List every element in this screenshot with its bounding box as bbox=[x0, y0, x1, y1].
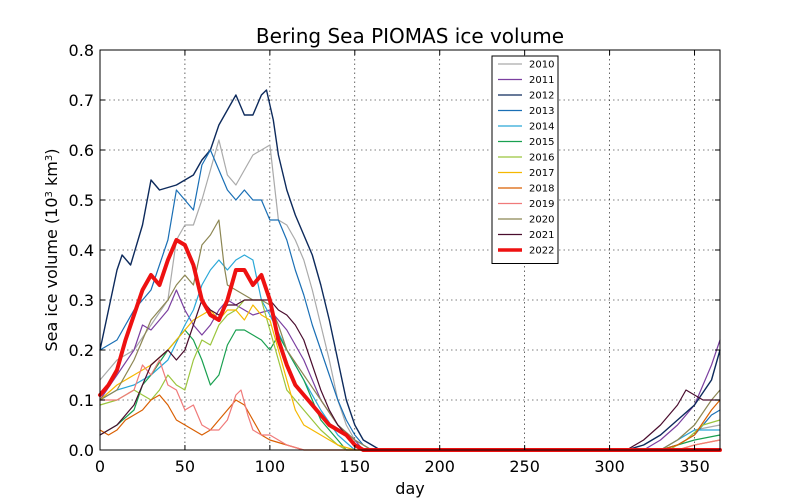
legend-label-2013: 2013 bbox=[529, 106, 554, 117]
grid-lines bbox=[100, 50, 720, 450]
legend-label-2021: 2021 bbox=[529, 230, 554, 241]
y-tick-label: 0.4 bbox=[69, 241, 94, 260]
series-line-2022 bbox=[98, 238, 722, 452]
legend-label-2015: 2015 bbox=[529, 137, 554, 148]
y-tick-label: 0.7 bbox=[69, 91, 94, 110]
y-axis-label: Sea ice volume (103 km3) bbox=[42, 149, 61, 352]
x-tick-label: 350 bbox=[679, 457, 710, 476]
series-line-2018 bbox=[99, 394, 721, 451]
series-line-2017 bbox=[99, 304, 721, 451]
chart-title: Bering Sea PIOMAS ice volume bbox=[256, 24, 564, 48]
y-axis-label-part3: ) bbox=[42, 149, 61, 155]
legend-label-2010: 2010 bbox=[529, 60, 554, 71]
y-tick-label: 0.3 bbox=[69, 291, 94, 310]
series-line-2015 bbox=[99, 329, 721, 451]
y-axis-label-part2: km bbox=[42, 161, 61, 191]
legend-label-2020: 2020 bbox=[529, 215, 554, 226]
legend-label-2019: 2019 bbox=[529, 199, 554, 210]
legend-label-2017: 2017 bbox=[529, 168, 554, 179]
series-line-2010 bbox=[99, 139, 721, 451]
legend-box bbox=[491, 55, 559, 264]
x-tick-label: 0 bbox=[95, 457, 105, 476]
x-tick-label: 250 bbox=[509, 457, 540, 476]
x-axis-label: day bbox=[395, 479, 424, 498]
legend-label-2016: 2016 bbox=[529, 153, 554, 164]
series-lines bbox=[98, 89, 722, 452]
x-tick-label: 50 bbox=[175, 457, 195, 476]
x-tick-label: 200 bbox=[424, 457, 455, 476]
y-tick-label: 0.6 bbox=[69, 141, 94, 160]
x-tick-label: 150 bbox=[340, 457, 371, 476]
y-axis-label-part1: Sea ice volume (10 bbox=[42, 197, 61, 351]
y-axis-label-sup1: 3 bbox=[44, 191, 55, 197]
y-tick-label: 0.0 bbox=[69, 441, 94, 460]
legend-label-2012: 2012 bbox=[529, 91, 554, 102]
legend-label-2011: 2011 bbox=[529, 75, 554, 86]
y-tick-label: 0.2 bbox=[69, 341, 94, 360]
axis-ticks: 0 50 100 150 200 250 300 350 0.0 0.1 0.2 0.3 0.4 0.5 0… bbox=[69, 41, 720, 476]
y-axis-label-sup2: 3 bbox=[44, 155, 55, 161]
legend-label-2018: 2018 bbox=[529, 184, 554, 195]
x-tick-label: 100 bbox=[255, 457, 286, 476]
series-line-2021 bbox=[99, 299, 721, 451]
y-tick-label: 0.5 bbox=[69, 191, 94, 210]
legend-label-2022: 2022 bbox=[529, 246, 554, 257]
legend-label-2014: 2014 bbox=[529, 122, 554, 133]
series-line-2011 bbox=[99, 289, 721, 451]
legend: 2010 2011 2012 2013 2014 2015 2016 2017 2018 2019… bbox=[491, 55, 559, 264]
series-line-2019 bbox=[99, 359, 721, 451]
y-tick-label: 0.1 bbox=[69, 391, 94, 410]
series-line-2016 bbox=[99, 299, 721, 451]
series-line-2020 bbox=[99, 219, 721, 451]
y-tick-label: 0.8 bbox=[69, 41, 94, 60]
x-tick-label: 300 bbox=[594, 457, 625, 476]
